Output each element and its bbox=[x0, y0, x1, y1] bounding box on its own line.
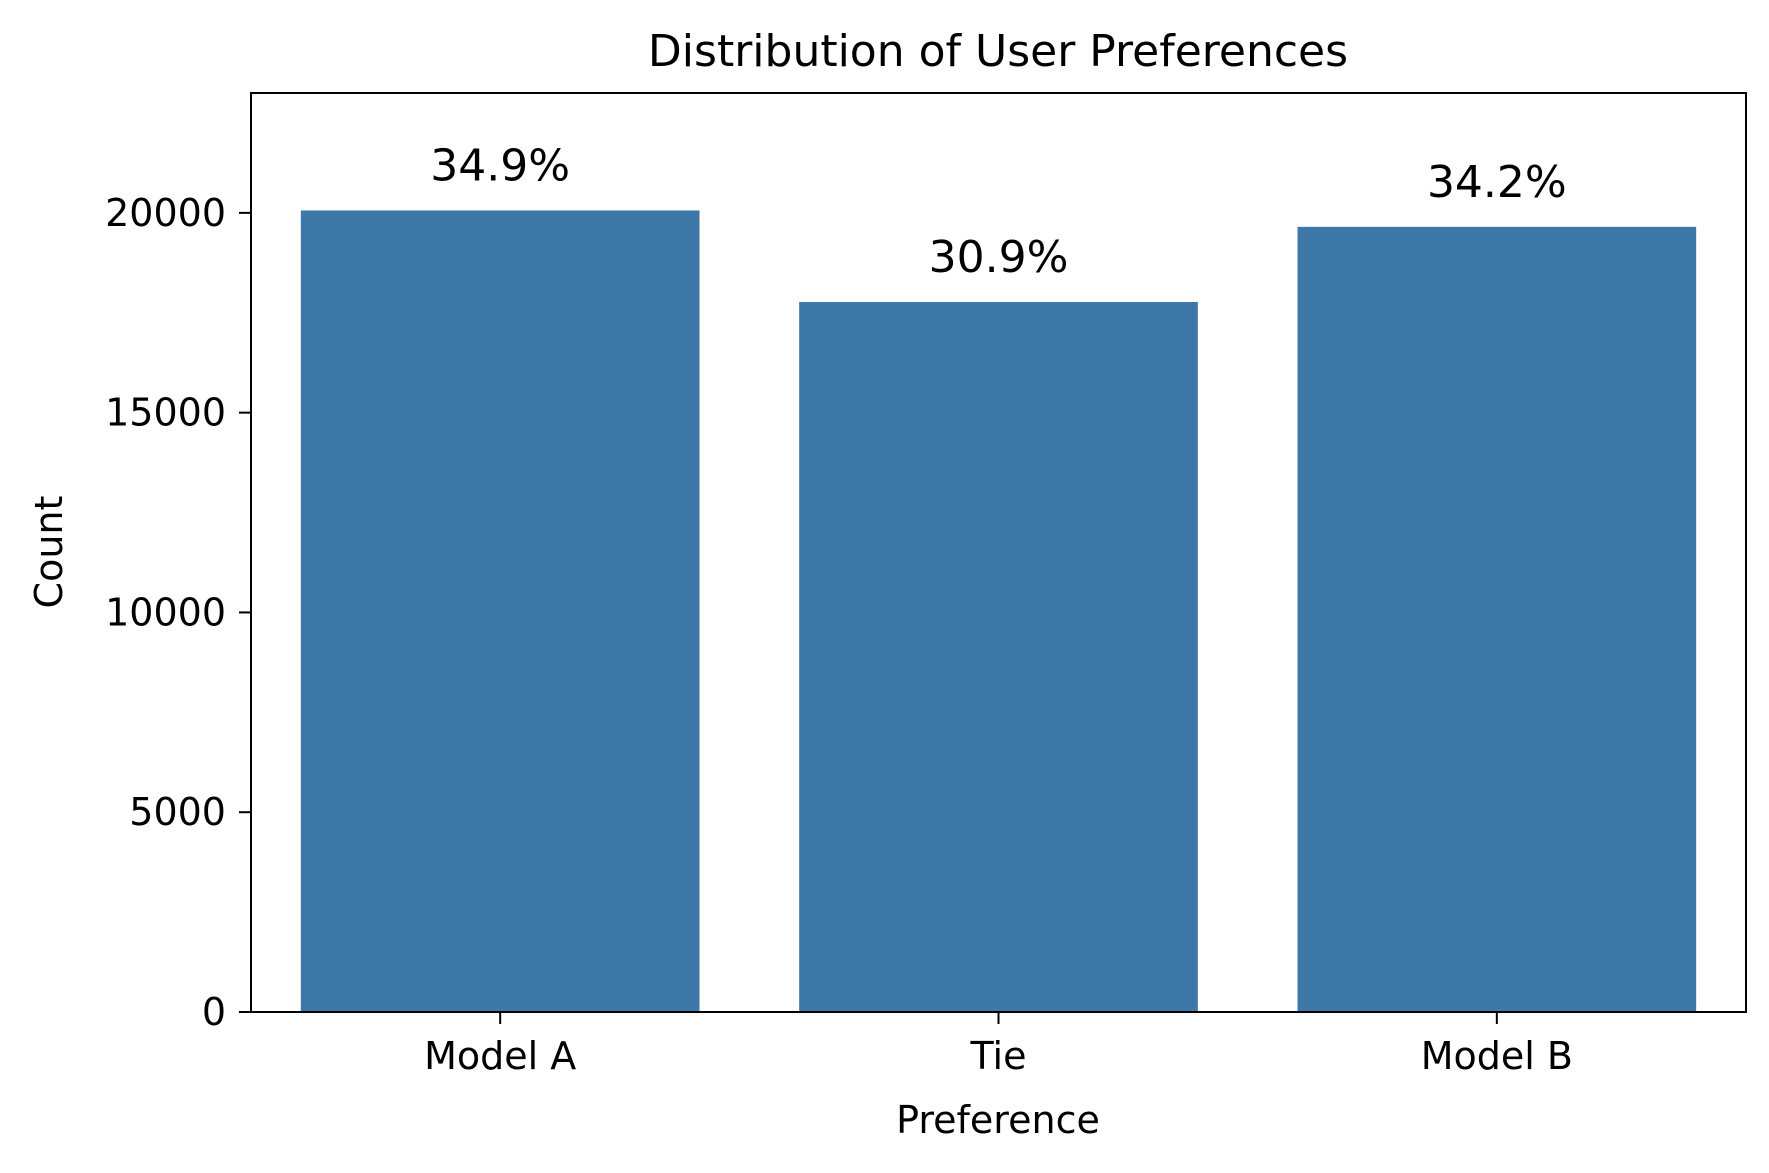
y-tick-label: 5000 bbox=[129, 790, 226, 834]
plot-frame bbox=[250, 92, 1747, 1013]
bar-data-label: 34.2% bbox=[1427, 157, 1567, 208]
x-tick-label: Model A bbox=[424, 1034, 576, 1078]
bar-model-a bbox=[300, 210, 700, 1012]
chart-title: Distribution of User Preferences bbox=[648, 26, 1348, 77]
x-tick-label: Tie bbox=[970, 1034, 1027, 1078]
x-axis: Model A Tie Model B bbox=[424, 1012, 1573, 1078]
y-tick-label: 20000 bbox=[105, 191, 226, 235]
x-tick-label: Model B bbox=[1421, 1034, 1573, 1078]
bar-data-label: 34.9% bbox=[430, 140, 570, 191]
y-axis-label: Count bbox=[27, 496, 71, 609]
bar-data-label: 30.9% bbox=[929, 232, 1069, 283]
bar-labels-group: 34.9% 30.9% 34.2% bbox=[430, 140, 1566, 283]
bars-group bbox=[300, 210, 1697, 1012]
bar-model-b bbox=[1297, 226, 1697, 1012]
y-tick-label: 0 bbox=[202, 990, 226, 1034]
y-tick-label: 10000 bbox=[105, 590, 226, 634]
x-axis-label: Preference bbox=[896, 1098, 1100, 1142]
y-tick-label: 15000 bbox=[105, 391, 226, 435]
y-axis: 0 5000 10000 15000 20000 bbox=[105, 191, 251, 1034]
bar-tie bbox=[799, 301, 1198, 1012]
